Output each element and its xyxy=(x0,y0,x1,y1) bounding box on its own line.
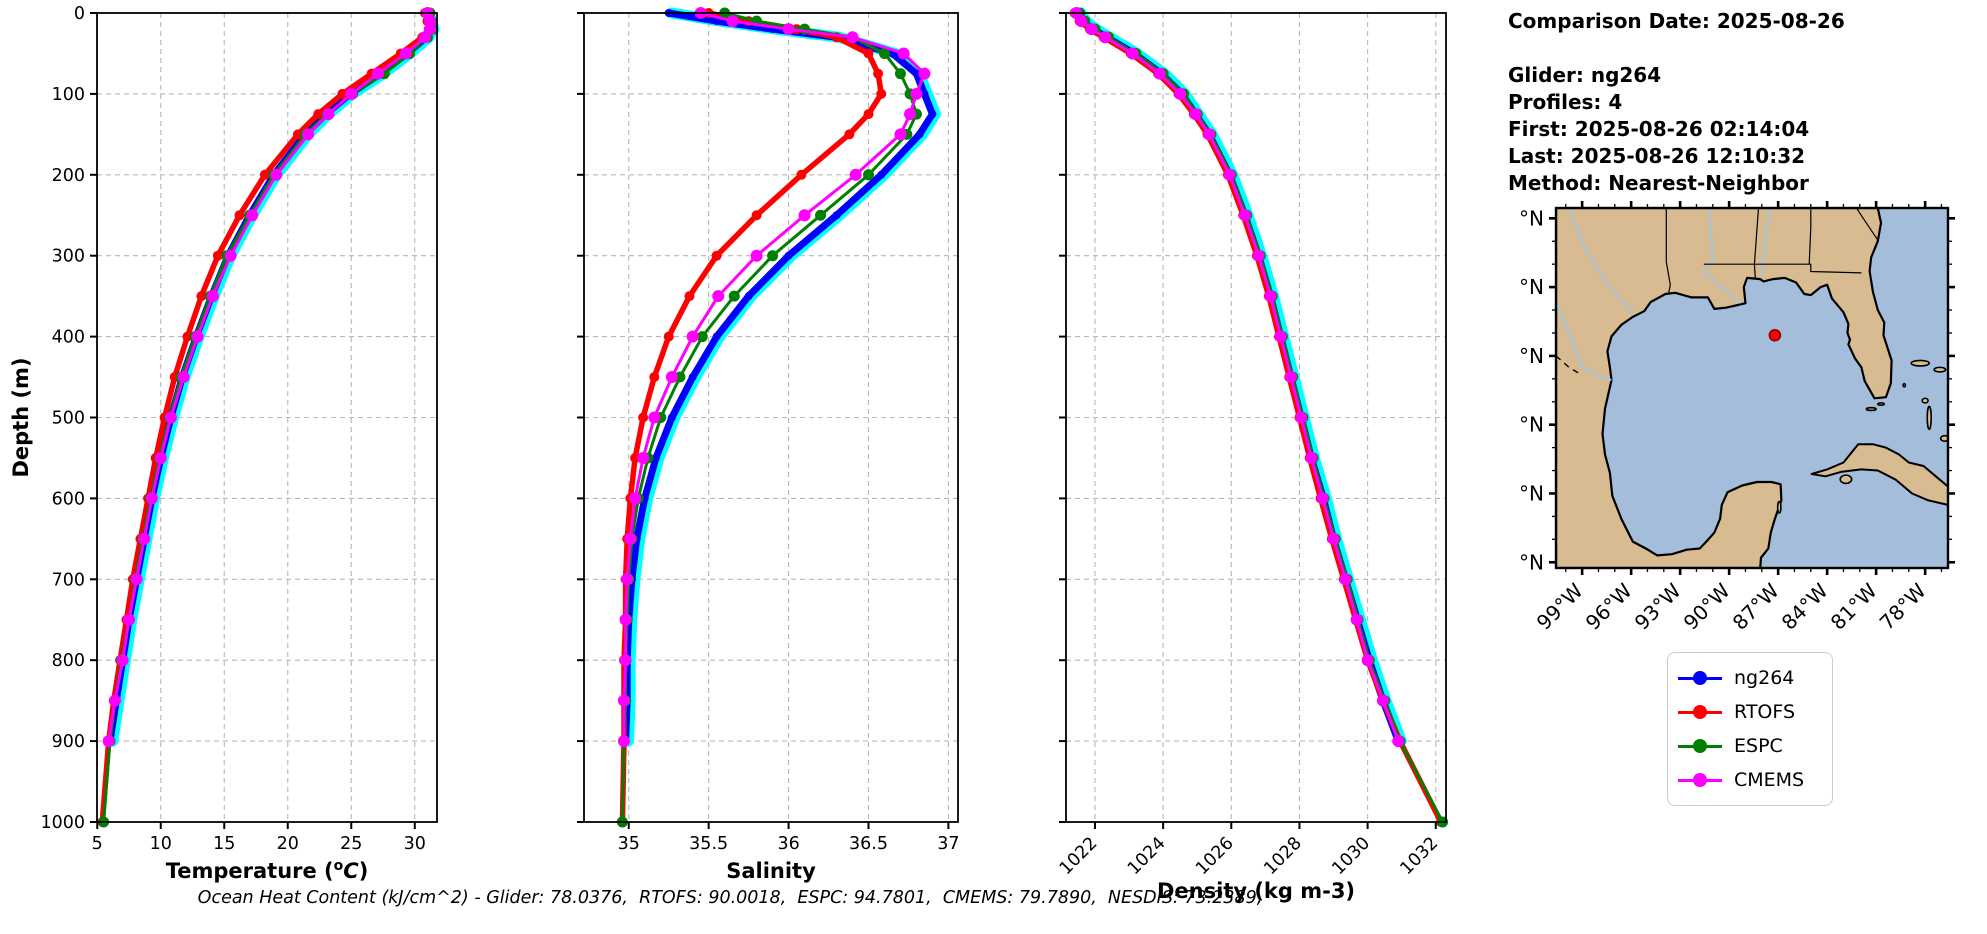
legend-entry: CMEMS xyxy=(1678,763,1820,797)
island xyxy=(1776,500,1782,514)
series-legend: ng264 RTOFS ESPC CMEMS xyxy=(1667,652,1833,806)
map-lon-label: 84°W xyxy=(1777,578,1833,634)
map-lon-label: 78°W xyxy=(1875,578,1931,634)
map-lat-label: 21°N xyxy=(1520,481,1544,505)
x-tick-label: 1030 xyxy=(1329,833,1375,879)
land-polygons xyxy=(1556,208,1948,568)
x-tick-label: 36.5 xyxy=(849,834,888,854)
metadata-panel: Comparison Date: 2025-08-26 Glider: ng26… xyxy=(1508,8,1978,197)
x-tick-label: 1028 xyxy=(1260,833,1306,879)
map-lon-label: 99°W xyxy=(1532,578,1588,634)
legend-label: RTOFS xyxy=(1734,701,1796,723)
metadata-line: Profiles: 4 xyxy=(1508,90,1623,114)
y-tick-label: 500 xyxy=(52,409,85,429)
island xyxy=(1926,405,1932,431)
island xyxy=(1910,359,1931,367)
profile-plots: 5 10 15 20 25 3001002003004005006007008009001… xyxy=(9,4,1449,903)
x-tick-label: 35 xyxy=(618,834,640,854)
map-lon-label: 93°W xyxy=(1630,578,1686,634)
x-tick-label: 15 xyxy=(213,834,235,854)
y-tick-label: 300 xyxy=(52,247,85,267)
legend-label: ESPC xyxy=(1734,735,1783,757)
legend-entry: ESPC xyxy=(1678,729,1820,763)
map-lat-label: 33°N xyxy=(1520,206,1544,230)
mainland-coastline xyxy=(1556,208,1893,568)
y-tick-label: 100 xyxy=(52,85,85,105)
river xyxy=(1760,208,1771,277)
river xyxy=(1556,300,1612,381)
river xyxy=(1568,208,1634,315)
y-tick-label: 700 xyxy=(52,570,85,590)
island xyxy=(1839,474,1853,485)
map-lat-label: 30°N xyxy=(1520,275,1544,299)
island xyxy=(1921,397,1929,404)
x-tick-label: 35.5 xyxy=(689,834,728,854)
x-tick-label: 36 xyxy=(777,834,799,854)
metadata-line: Comparison Date: 2025-08-26 xyxy=(1508,9,1845,33)
legend-line-marker-icon xyxy=(1678,736,1722,756)
legend-line-marker-icon xyxy=(1678,770,1722,790)
legend-label: CMEMS xyxy=(1734,769,1805,791)
map-lon-label: 81°W xyxy=(1826,578,1882,634)
x-tick-label: 5 xyxy=(92,834,103,854)
x-tick-label: 1026 xyxy=(1192,833,1238,879)
metadata-line: Method: Nearest-Neighbor xyxy=(1508,171,1809,195)
y-tick-label: 1000 xyxy=(40,813,85,833)
x-tick-label: 1032 xyxy=(1397,833,1443,879)
map-lat-label: 18°N xyxy=(1520,550,1544,574)
subplot-salinity: 35 35.5 36 36.5 37 Salinity xyxy=(577,7,960,883)
x-tick-label: 25 xyxy=(340,834,362,854)
state-border xyxy=(1808,208,1812,265)
island xyxy=(1933,366,1947,373)
y-tick-label: 900 xyxy=(52,732,85,752)
x-tick-label: 37 xyxy=(937,834,959,854)
island xyxy=(1865,406,1877,412)
metadata-line xyxy=(1508,35,1978,62)
y-tick-label: 0 xyxy=(74,4,85,24)
river xyxy=(1703,208,1742,304)
y-tick-label: 400 xyxy=(52,328,85,348)
metadata-line: Last: 2025-08-26 12:10:32 xyxy=(1508,144,1806,168)
gulf-of-mexico-map: 18°N 21°N 24°N 27°N 30°N 33°N 99°W96°W93°W90°W… xyxy=(1520,201,1955,635)
x-axis-label: Salinity xyxy=(726,859,816,883)
map-plot: 18°N 21°N 24°N 27°N 30°N 33°N 99°W96°W93°W90°W… xyxy=(1520,201,1955,635)
map-lon-label: 90°W xyxy=(1679,578,1735,634)
island xyxy=(1939,434,1948,442)
map-lat-label: 24°N xyxy=(1520,413,1544,437)
x-axis-label: Density (kg m-3) xyxy=(1157,879,1355,903)
subplot-density-kg-m-: 1022 1024 1026 1028 1030 1032 Density (kg m-3) xyxy=(1056,7,1449,903)
island xyxy=(1902,382,1907,388)
island xyxy=(1876,402,1886,406)
y-tick-label: 800 xyxy=(52,651,85,671)
x-tick-label: 1022 xyxy=(1056,833,1102,879)
x-tick-label: 10 xyxy=(150,834,172,854)
y-tick-label: 600 xyxy=(52,489,85,509)
dashed-border xyxy=(1556,355,1581,375)
metadata-line: First: 2025-08-26 02:14:04 xyxy=(1508,117,1810,141)
map-lat-label: 27°N xyxy=(1520,344,1544,368)
legend-line-marker-icon xyxy=(1678,668,1722,688)
x-axis-label: Temperature (oC) xyxy=(166,858,369,883)
y-tick-label: 200 xyxy=(52,166,85,186)
legend-entry: RTOFS xyxy=(1678,695,1820,729)
legend-line-marker-icon xyxy=(1678,702,1722,722)
x-tick-label: 20 xyxy=(277,834,299,854)
state-border xyxy=(1855,208,1879,241)
subplot-temperature-c-: 5 10 15 20 25 3001002003004005006007008009001… xyxy=(9,4,440,883)
map-lon-label: 96°W xyxy=(1581,578,1637,634)
x-tick-label: 30 xyxy=(404,834,426,854)
map-lon-label: 87°W xyxy=(1728,578,1784,634)
y-axis-label: Depth (m) xyxy=(9,357,33,477)
x-tick-label: 1024 xyxy=(1124,833,1170,879)
ocean-heat-content-footer: Ocean Heat Content (kJ/cm^2) - Glider: 7… xyxy=(197,888,1263,908)
glider-location-marker xyxy=(1768,328,1782,342)
state-border xyxy=(1665,208,1671,293)
metadata-line: Glider: ng264 xyxy=(1508,63,1662,87)
cuba-island xyxy=(1810,443,1948,506)
legend-entry: ng264 xyxy=(1678,661,1820,695)
state-border xyxy=(1754,263,1862,274)
legend-label: ng264 xyxy=(1734,667,1795,689)
